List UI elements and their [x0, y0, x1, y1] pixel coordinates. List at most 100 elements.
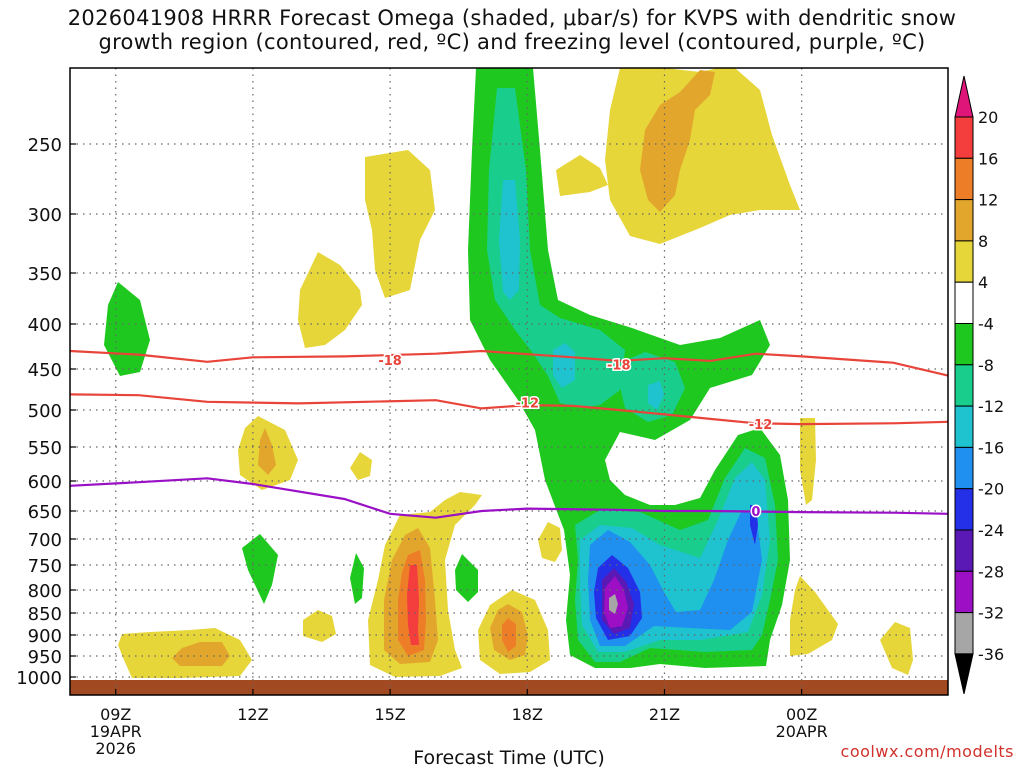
colorbar-bin-10 [954, 488, 974, 531]
y-tick-label-800: 800 [28, 581, 62, 602]
colorbar-bin-2 [954, 157, 974, 201]
omega-region-teal-main [487, 88, 625, 408]
colorbar-label-11: -28 [978, 562, 1004, 581]
freezing-level-0-label-0: 0 [751, 505, 760, 520]
omega-region-yellow-upper-left [365, 150, 435, 298]
omega-region-cyan-mid [553, 343, 575, 388]
colorbar-label-1: 16 [978, 149, 998, 168]
x-tick-date-09Z: 19APR [90, 722, 142, 741]
x-axis-label: Forecast Time (UTC) [413, 747, 604, 768]
colorbar-bin-12 [954, 570, 974, 614]
omega-region-yellow-1730z [538, 522, 562, 562]
colorbar-label-6: -8 [978, 356, 994, 375]
dgz-bottom-minus12-label-0: -12 [516, 397, 540, 412]
colorbar-bin-7 [954, 364, 974, 407]
x-tick-label-18Z: 18Z [512, 705, 543, 724]
dgz-top-minus18-label-0: -18 [378, 354, 402, 369]
omega-region-deep-blue-right [750, 505, 758, 545]
credit-text: coolwx.com/modelts [840, 742, 1014, 761]
x-tick-label-15Z: 15Z [374, 705, 405, 724]
omega-region-yellow-upper-mid [556, 155, 608, 196]
y-tick-label-550: 550 [28, 438, 62, 459]
colorbar-bin-11 [954, 529, 974, 572]
colorbar-bin-6 [954, 323, 974, 366]
y-tick-label-950: 950 [28, 647, 62, 668]
x-tick-label-09Z: 09Z [100, 705, 131, 724]
dgz-top-minus18-line [69, 349, 949, 377]
chart-title-line-2: growth region (contoured, red, ºC) and f… [98, 30, 926, 54]
colorbar-bin-3 [954, 199, 974, 242]
y-tick-label-350: 350 [28, 264, 62, 285]
omega-region-yellow-2330z-low [790, 576, 838, 656]
colorbar-label-7: -12 [978, 397, 1004, 416]
dgz-bottom-minus12-line [69, 393, 949, 426]
dgz-top-minus18-label-1: -18 [607, 359, 631, 374]
colorbar-label-12: -32 [978, 604, 1004, 623]
colorbar-label-9: -20 [978, 480, 1004, 499]
y-tick-label-750: 750 [28, 556, 62, 577]
omega-region-gray [609, 594, 618, 614]
omega-region-green-1630z [455, 554, 478, 602]
chart-title: 2026041908 HRRR Forecast Omega (shaded, … [0, 6, 1024, 54]
colorbar-label-2: 12 [978, 191, 998, 210]
omega-region-yellow-14z [350, 452, 372, 480]
colorbar-label-4: 4 [978, 273, 988, 292]
x-tick-label-21Z: 21Z [649, 705, 680, 724]
dgz-bottom-minus12-label-1: -12 [749, 418, 773, 433]
plot-frame [69, 67, 949, 696]
x-tick-label-00Z: 00Z [786, 705, 817, 724]
omega-region-green-12z [242, 534, 278, 604]
omega-region-red-15z [407, 565, 419, 645]
y-tick-label-650: 650 [28, 502, 62, 523]
omega-region-orange-upper [640, 70, 715, 212]
y-tick-label-450: 450 [28, 360, 62, 381]
omega-region-green-left [104, 282, 150, 376]
omega-region-yellow-2330z [800, 418, 816, 505]
y-tick-label-700: 700 [28, 530, 62, 551]
colorbar-label-8: -16 [978, 438, 1004, 457]
colorbar-bin-8 [954, 405, 974, 448]
colorbar-bin-4 [954, 240, 974, 283]
omega-region-orange-lower-left [172, 642, 230, 666]
y-tick-label-250: 250 [28, 135, 62, 156]
temperature-contours: -18 -18 -12 -12 0 [69, 349, 949, 522]
omega-region-deep-orange-1630z [502, 618, 516, 652]
y-tick-label-400: 400 [28, 315, 62, 336]
gridlines [70, 68, 948, 695]
colorbar-label-10: -24 [978, 521, 1004, 540]
colorbar-label-0: 20 [978, 108, 998, 127]
colorbar-bin-9 [954, 446, 974, 490]
y-tick-label-600: 600 [28, 472, 62, 493]
omega-region-green-14z [350, 553, 364, 604]
y-tick-label-900: 900 [28, 626, 62, 647]
y-tick-label-850: 850 [28, 604, 62, 625]
colorbar-label-3: 8 [978, 232, 988, 251]
omega-shading [70, 68, 948, 695]
omega-region-yellow-13z [303, 610, 336, 642]
y-tick-label-500: 500 [28, 401, 62, 422]
colorbar-bin-5 [954, 281, 974, 325]
omega-region-cyan-upper [499, 180, 520, 300]
colorbar: 20 16 12 8 4 -4 -8 -12 -16 -20 -24 -28 -32 -36 [954, 75, 1004, 695]
omega-region-cyan-right [648, 381, 664, 410]
x-tick-label-12Z: 12Z [237, 705, 268, 724]
omega-region-orange-12z [258, 428, 276, 475]
omega-region-yellow-0130z [880, 622, 913, 675]
colorbar-bin-13 [954, 612, 974, 655]
colorbar-cap-top [954, 75, 974, 118]
colorbar-label-13: -36 [978, 645, 1004, 664]
chart-title-line-1: 2026041908 HRRR Forecast Omega (shaded, … [67, 6, 957, 30]
x-tick-date-00Z: 20APR [776, 722, 828, 741]
y-tick-label-1000: 1000 [16, 668, 62, 689]
x-tick-year-09Z: 2026 [95, 739, 136, 758]
underground-band [70, 680, 948, 695]
y-tick-label-300: 300 [28, 205, 62, 226]
colorbar-cap-bottom [954, 653, 974, 695]
omega-region-yellow-upper-left-2 [298, 252, 362, 348]
y-axis: 2503003504004505005506006507007508008509… [16, 135, 76, 689]
colorbar-bin-1 [954, 116, 974, 159]
freezing-level-0-line [69, 477, 949, 519]
colorbar-label-5: -4 [978, 315, 994, 334]
